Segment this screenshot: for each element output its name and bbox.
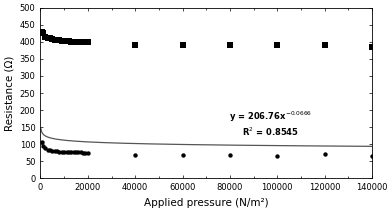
Point	[61, 151, 67, 154]
Point	[64, 151, 70, 154]
Point	[68, 151, 74, 154]
Point	[44, 37, 51, 40]
Point	[85, 151, 91, 155]
Point	[180, 43, 186, 47]
Point	[61, 39, 67, 43]
Point	[274, 154, 280, 157]
Point	[321, 43, 328, 46]
Point	[274, 43, 280, 47]
Point	[47, 149, 53, 152]
Point	[42, 35, 48, 38]
Point	[49, 37, 55, 41]
Point	[78, 151, 84, 154]
Point	[42, 147, 48, 150]
Point	[180, 153, 186, 157]
Point	[132, 153, 138, 156]
Point	[54, 38, 60, 42]
Point	[80, 40, 86, 44]
Point	[54, 150, 60, 153]
Point	[82, 151, 89, 155]
Point	[56, 150, 63, 153]
Point	[132, 43, 138, 47]
Point	[66, 40, 72, 43]
Point	[85, 41, 91, 44]
Point	[78, 40, 84, 44]
Point	[80, 151, 86, 155]
Point	[369, 155, 375, 158]
Point	[40, 32, 46, 35]
Point	[49, 149, 55, 152]
Point	[73, 151, 79, 154]
Text: y = 206.76x$^{-0.0666}$
R$^2$ = 0.8545: y = 206.76x$^{-0.0666}$ R$^2$ = 0.8545	[229, 109, 312, 138]
Point	[59, 150, 65, 153]
X-axis label: Applied pressure (N/m²): Applied pressure (N/m²)	[144, 198, 269, 208]
Point	[38, 30, 45, 33]
Point	[66, 151, 72, 154]
Point	[56, 39, 63, 42]
Point	[321, 152, 328, 156]
Point	[38, 140, 45, 143]
Point	[64, 40, 70, 43]
Point	[51, 149, 58, 153]
Point	[59, 39, 65, 42]
Point	[40, 144, 46, 148]
Point	[47, 37, 53, 40]
Point	[51, 38, 58, 42]
Point	[227, 43, 233, 47]
Point	[75, 151, 82, 154]
Point	[68, 40, 74, 43]
Point	[227, 153, 233, 157]
Y-axis label: Resistance (Ω): Resistance (Ω)	[4, 55, 14, 131]
Point	[369, 45, 375, 49]
Point	[71, 151, 77, 154]
Point	[82, 40, 89, 44]
Point	[44, 148, 51, 152]
Point	[71, 40, 77, 43]
Point	[75, 40, 82, 44]
Point	[73, 40, 79, 43]
